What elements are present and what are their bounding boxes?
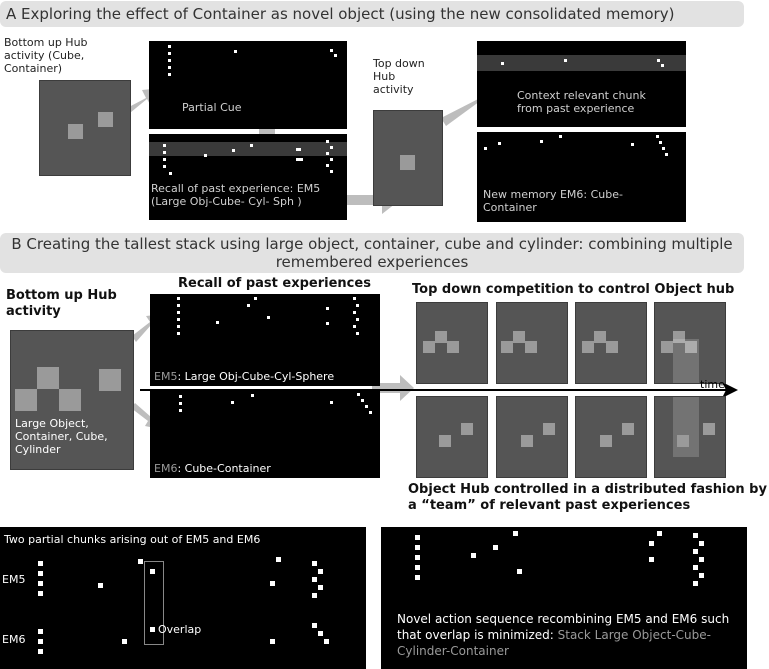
competition-hub — [416, 396, 488, 478]
topdown-label-a: Top down Hub activity — [373, 57, 425, 96]
hub-topdown-a — [373, 110, 443, 206]
partial-cue-label: Partial Cue — [182, 101, 242, 114]
hub-objects-label: Large Object, Container, Cube, Cylinder — [15, 417, 108, 456]
hub-square — [15, 389, 37, 411]
em6-suffix: : Cube-Container — [177, 462, 271, 475]
em5-caption: EM5: Large Obj-Cube-Cyl-Sphere — [154, 370, 334, 383]
context-chunk-panel: Context relevant chunk from past experie… — [477, 41, 686, 127]
hub-square — [99, 369, 121, 391]
overlap-box — [144, 561, 164, 645]
competition-hub — [575, 302, 647, 384]
section-b-title: B Creating the tallest stack using large… — [11, 235, 733, 271]
section-a-title: A Exploring the effect of Container as n… — [6, 5, 675, 23]
new-memory-panel: New memory EM6: Cube-Container — [477, 132, 686, 222]
novel-sequence-text: Novel action sequence recombining EM5 an… — [397, 612, 730, 642]
hub-square — [400, 155, 415, 170]
em5-prefix: EM5 — [154, 370, 178, 383]
em5-row-label: EM5 — [2, 573, 26, 586]
overlap-label: Overlap — [158, 623, 202, 636]
novel-sequence-label: Novel action sequence recombining EM5 an… — [397, 611, 737, 659]
competition-hub — [496, 396, 568, 478]
time-label: time — [700, 378, 725, 391]
hub-square — [68, 124, 83, 139]
competition-hub — [416, 302, 488, 384]
arrow-to-competition — [372, 375, 414, 401]
recall-em5-panel: Recall of past experience: EM5 (Large Ob… — [149, 134, 347, 220]
em6-caption: EM6: Cube-Container — [154, 462, 271, 475]
competition-hub — [575, 396, 647, 478]
time-axis-arrowhead — [722, 382, 738, 398]
partial-cue-panel: Partial Cue — [149, 41, 347, 129]
recall-em5-label: Recall of past experience: EM5 (Large Ob… — [151, 182, 321, 208]
em5-recall-panel: EM5: Large Obj-Cube-Cyl-Sphere — [150, 294, 380, 386]
hub-square — [98, 112, 113, 127]
hub-square — [37, 367, 59, 389]
competition-hub — [654, 396, 726, 478]
competition-hub — [496, 302, 568, 384]
hub-bottomup-label-b: Bottom up Hub activity — [6, 288, 117, 319]
hub-bottomup-b: Large Object, Container, Cube, Cylinder — [10, 330, 134, 470]
em6-recall-panel: EM6: Cube-Container — [150, 390, 380, 478]
new-memory-label: New memory EM6: Cube-Container — [483, 188, 623, 214]
section-b-banner: B Creating the tallest stack using large… — [0, 233, 744, 273]
distributed-label: Object Hub controlled in a distributed f… — [408, 482, 767, 513]
partial-chunks-panel: Two partial chunks arising out of EM5 an… — [0, 527, 366, 669]
hub-bottomup-label-a: Bottom up Hub activity (Cube, Container) — [4, 36, 88, 75]
recall-heading: Recall of past experiences — [178, 276, 371, 291]
em5-suffix: : Large Obj-Cube-Cyl-Sphere — [177, 370, 335, 383]
novel-sequence-panel: Novel action sequence recombining EM5 an… — [381, 527, 747, 669]
em6-prefix: EM6 — [154, 462, 178, 475]
partial-chunks-title: Two partial chunks arising out of EM5 an… — [4, 533, 261, 546]
em6-row-label: EM6 — [2, 633, 26, 646]
context-chunk-label: Context relevant chunk from past experie… — [517, 89, 646, 115]
hub-bottomup-a — [39, 80, 131, 176]
hub-square — [59, 389, 81, 411]
section-a-banner: A Exploring the effect of Container as n… — [0, 1, 744, 27]
stack-label: Stack Large Object-Cube-Cylinder-Contain… — [397, 628, 711, 658]
competition-hub — [654, 302, 726, 384]
competition-label: Top down competition to control Object h… — [412, 282, 735, 297]
